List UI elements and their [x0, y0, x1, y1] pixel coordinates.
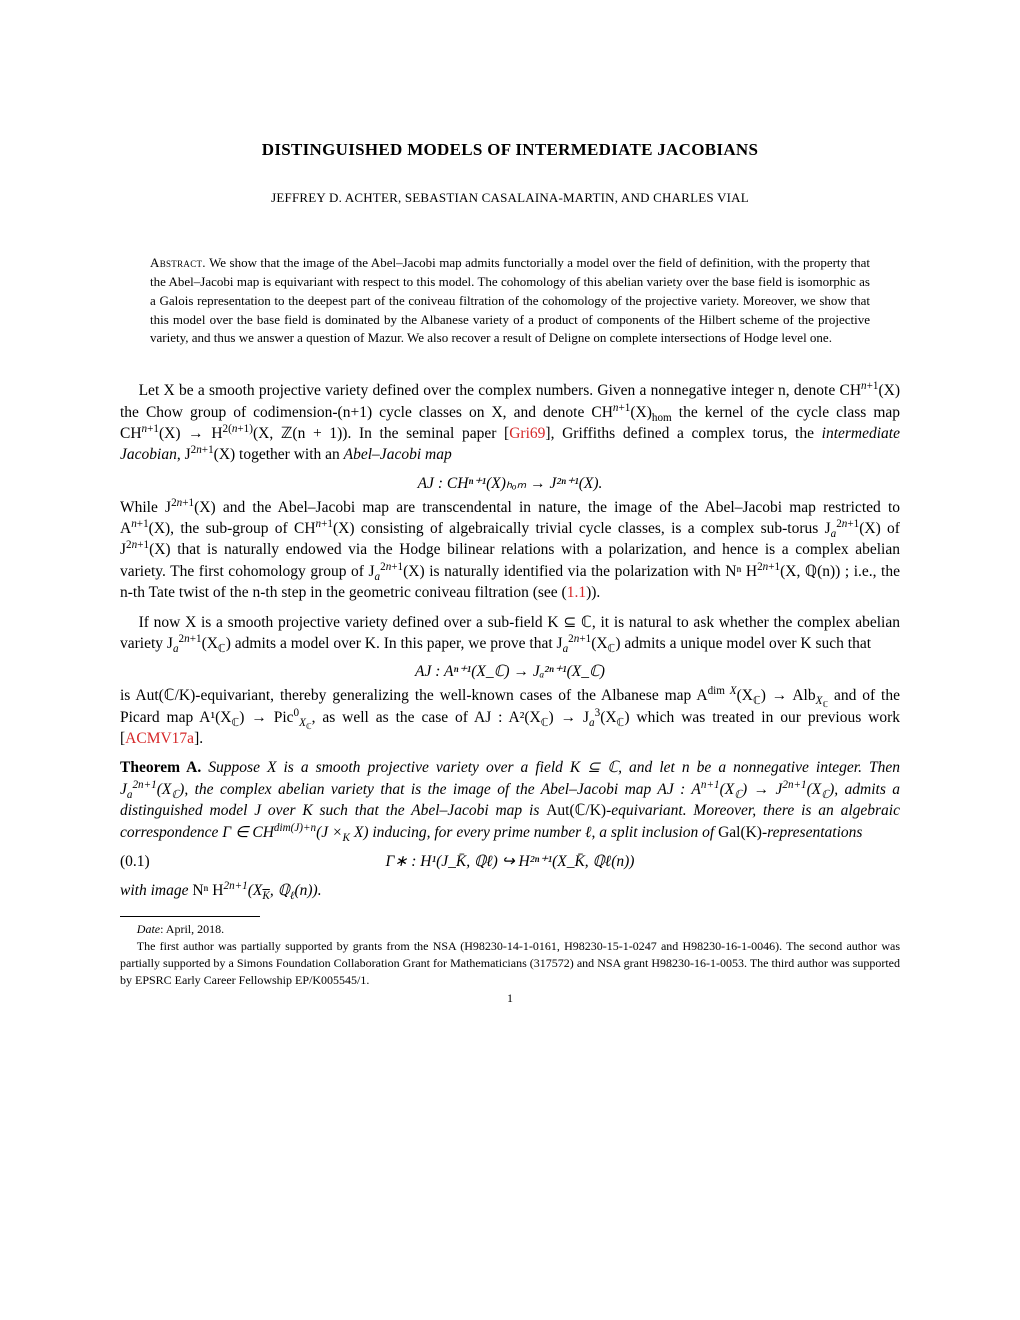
equation-0-1: Γ∗ : H¹(J_K̄, ℚℓ) ↪ H²ⁿ⁺¹(X_K̄, ℚℓ(n)) [386, 853, 635, 870]
text-run: Let X be a smooth projective variety def… [139, 382, 861, 399]
text-run: ), the complex abelian variety that is t… [179, 781, 701, 798]
text-run: While J [120, 499, 171, 516]
intro-paragraph-4: is Aut(ℂ/K)-equivariant, thereby general… [120, 685, 900, 749]
text-run: (X) [630, 404, 652, 421]
equation-aj-equiv: AJ : Aⁿ⁺¹(X_ℂ) → Jₐ²ⁿ⁺¹(X_ℂ) [120, 662, 900, 681]
equation-number: (0.1) [120, 851, 150, 872]
text-run: (X [737, 687, 753, 704]
citation-acmv17a[interactable]: ACMV17a [125, 730, 194, 747]
intro-paragraph-3: If now X is a smooth projective variety … [120, 612, 900, 655]
text-run: with image [120, 882, 192, 899]
text-run: (X [591, 635, 607, 652]
text-run: , J [177, 446, 191, 463]
text-run: ) → J [549, 709, 590, 726]
theorem-a-tail: with image Nⁿ H2n+1(XK, ℚℓ(n)). [120, 880, 900, 901]
equation-aj-map: AJ : CHⁿ⁺¹(X)ₕₒₘ → J²ⁿ⁺¹(X). [120, 474, 900, 493]
text-run: ]. [194, 730, 203, 747]
abstract-label: Abstract. [150, 255, 206, 270]
text-run: (X [807, 781, 822, 798]
text-run: (X [720, 781, 735, 798]
equation-0-1-row: (0.1) Γ∗ : H¹(J_K̄, ℚℓ) ↪ H²ⁿ⁺¹(X_K̄, ℚℓ… [120, 851, 900, 872]
text-run: Nⁿ H [192, 882, 223, 899]
footnote-date-label: Date [137, 922, 160, 936]
footnote-date-value: : April, 2018. [160, 922, 224, 936]
text-run: (X [248, 882, 263, 899]
text-run: ) → Pic [239, 709, 293, 726]
text-run: is Aut(ℂ/K)-equivariant, thereby general… [120, 687, 708, 704]
theorem-a: Theorem A. Suppose X is a smooth project… [120, 757, 900, 843]
intro-paragraph-1: Let X be a smooth projective variety def… [120, 380, 900, 466]
citation-gri69[interactable]: Gri69 [509, 425, 545, 442]
text-run: ) admits a model over K. In this paper, … [226, 635, 563, 652]
text-run: (X) → H [159, 425, 223, 442]
text-run: , ℚ [270, 882, 290, 899]
text-run: (J × [316, 824, 342, 841]
text-run: -representations [762, 824, 862, 841]
footnote-funding: The first author was partially supported… [120, 938, 900, 989]
crossref-1-1[interactable]: 1.1 [567, 584, 586, 601]
text-run: (X [157, 781, 172, 798]
paper-authors: JEFFREY D. ACHTER, SEBASTIAN CASALAINA-M… [120, 190, 900, 206]
text-run: (n)). [294, 882, 321, 899]
intro-paragraph-2: While J2n+1(X) and the Abel–Jacobi map a… [120, 497, 900, 604]
text-run: Aut(ℂ/K) [546, 802, 606, 819]
term-abel-jacobi: Abel–Jacobi map [344, 446, 452, 463]
text-run: ], Griffiths defined a complex torus, th… [545, 425, 821, 442]
text-run: ) admits a unique model over K such that [615, 635, 871, 652]
text-run: )). [586, 584, 600, 601]
text-run: , as well as the case of AJ : A²(X [312, 709, 541, 726]
text-run: (X, ℤ(n + 1)). In the seminal paper [ [253, 425, 509, 442]
abstract-text: We show that the image of the Abel–Jacob… [150, 255, 870, 345]
theorem-label: Theorem A. [120, 759, 201, 776]
footnote-rule [120, 916, 260, 917]
text-run: (X) is naturally identified via the pola… [403, 563, 757, 580]
text-run: ) → J [742, 781, 782, 798]
abstract-block: Abstract. We show that the image of the … [150, 254, 870, 348]
text-run: X) inducing, for every prime number ℓ, a… [350, 824, 718, 841]
text-run: (X), the sub-group of CH [149, 520, 316, 537]
text-run: (X) consisting of algebraically trivial … [333, 520, 831, 537]
paper-title: DISTINGUISHED MODELS OF INTERMEDIATE JAC… [120, 140, 900, 160]
text-run: (X [600, 709, 616, 726]
page-number: 1 [120, 991, 900, 1006]
text-run: Gal(K) [718, 824, 762, 841]
text-run: ) → Alb [761, 687, 816, 704]
text-run: (X) together with an [214, 446, 344, 463]
text-run: (X [202, 635, 218, 652]
footnote-date: Date: April, 2018. [120, 921, 900, 938]
